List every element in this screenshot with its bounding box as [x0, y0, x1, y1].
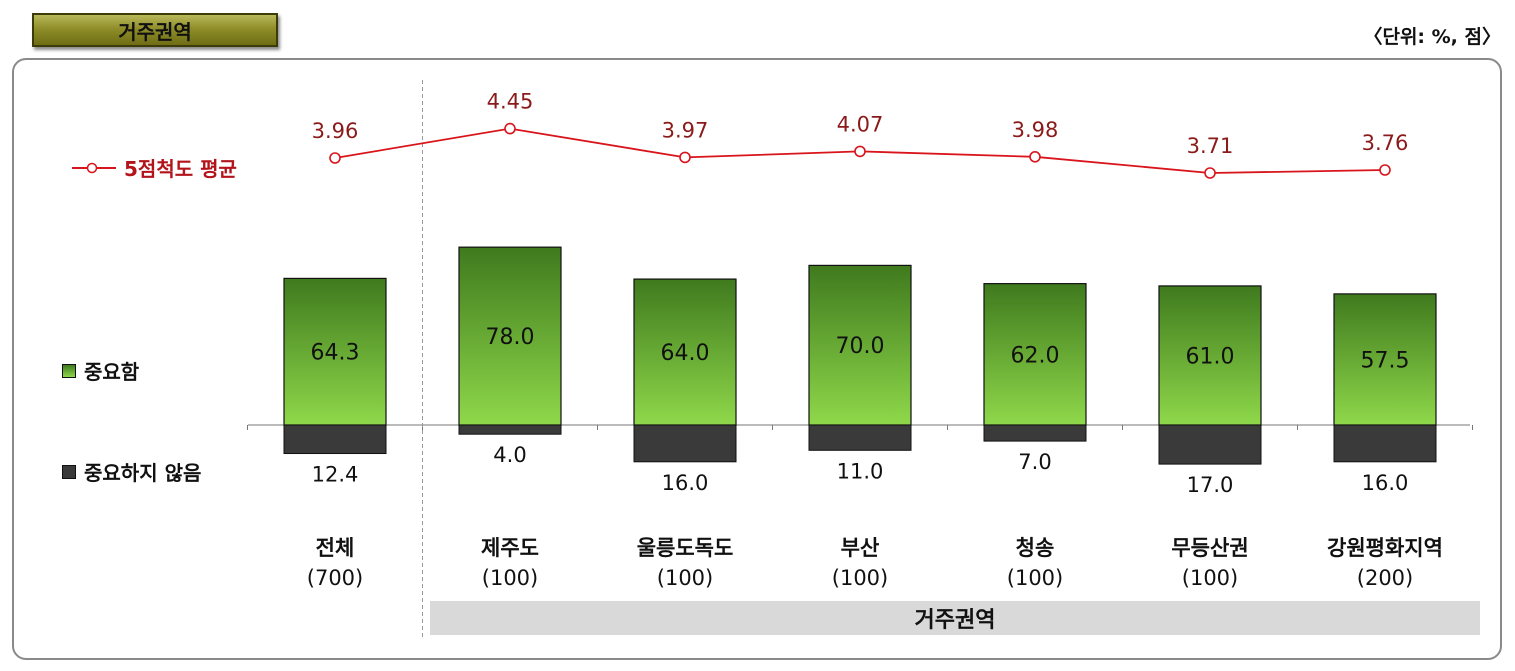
bar-important-value-label: 70.0	[836, 334, 885, 359]
bar-not-important	[284, 425, 386, 454]
average-value-label: 3.71	[1187, 134, 1234, 158]
category-label: 부산	[841, 536, 880, 560]
bar-not-important-value-label: 16.0	[662, 471, 709, 495]
bar-not-important-value-label: 12.4	[312, 463, 359, 487]
category-sample-size: (700)	[307, 566, 363, 590]
category-label: 무등산권	[1171, 536, 1248, 560]
bar-not-important	[809, 425, 911, 450]
category-label: 제주도	[481, 536, 539, 560]
bar-not-important-value-label: 4.0	[493, 443, 526, 467]
category-sample-size: (100)	[657, 566, 713, 590]
category-label: 청송	[1016, 536, 1055, 560]
bar-not-important-value-label: 16.0	[1362, 471, 1409, 495]
average-value-label: 3.97	[662, 118, 709, 142]
average-point	[1030, 152, 1040, 162]
legend-not-important-label: 중요하지 않음	[84, 457, 201, 486]
average-point	[330, 153, 340, 163]
legend-not-important-item: 중요하지 않음	[62, 457, 201, 486]
legend-important-label: 중요함	[84, 356, 139, 385]
average-value-label: 3.96	[312, 119, 359, 143]
average-point	[1205, 168, 1215, 178]
category-label: 울릉도독도	[637, 536, 734, 560]
bar-not-important	[459, 425, 561, 434]
average-value-label: 3.76	[1362, 131, 1409, 155]
line-marker-icon	[70, 160, 120, 176]
category-sample-size: (100)	[482, 566, 538, 590]
bar-not-important-value-label: 17.0	[1187, 473, 1234, 497]
category-sample-size: (200)	[1357, 566, 1413, 590]
group-axis-label: 거주권역	[430, 601, 1480, 635]
category-sample-size: (100)	[832, 566, 888, 590]
dark-swatch-icon	[62, 465, 76, 479]
average-point	[855, 146, 865, 156]
average-value-label: 3.98	[1012, 118, 1059, 142]
bar-important-value-label: 61.0	[1186, 344, 1235, 369]
green-swatch-icon	[62, 364, 76, 378]
average-point	[1380, 165, 1390, 175]
bar-not-important	[984, 425, 1086, 441]
bar-not-important	[634, 425, 736, 462]
category-sample-size: (100)	[1007, 566, 1063, 590]
legend-important-item: 중요함	[62, 356, 139, 385]
average-point	[680, 152, 690, 162]
bar-not-important	[1159, 425, 1261, 464]
bar-important-value-label: 78.0	[486, 325, 535, 350]
bar-important-value-label: 57.5	[1361, 348, 1410, 373]
average-value-label: 4.45	[487, 90, 534, 114]
legend-line-label: 5점척도 평균	[124, 153, 237, 182]
legend-line-item: 5점척도 평균	[70, 153, 237, 182]
average-value-label: 4.07	[837, 112, 884, 136]
bar-not-important	[1334, 425, 1436, 462]
category-label: 전체	[316, 536, 355, 560]
category-sample-size: (100)	[1182, 566, 1238, 590]
bar-not-important-value-label: 7.0	[1018, 450, 1051, 474]
category-label: 강원평화지역	[1327, 536, 1443, 560]
bar-important-value-label: 64.3	[311, 341, 360, 366]
bar-important-value-label: 64.0	[661, 341, 710, 366]
average-point	[505, 124, 515, 134]
bar-important-value-label: 62.0	[1011, 343, 1060, 368]
bar-not-important-value-label: 11.0	[837, 459, 884, 483]
